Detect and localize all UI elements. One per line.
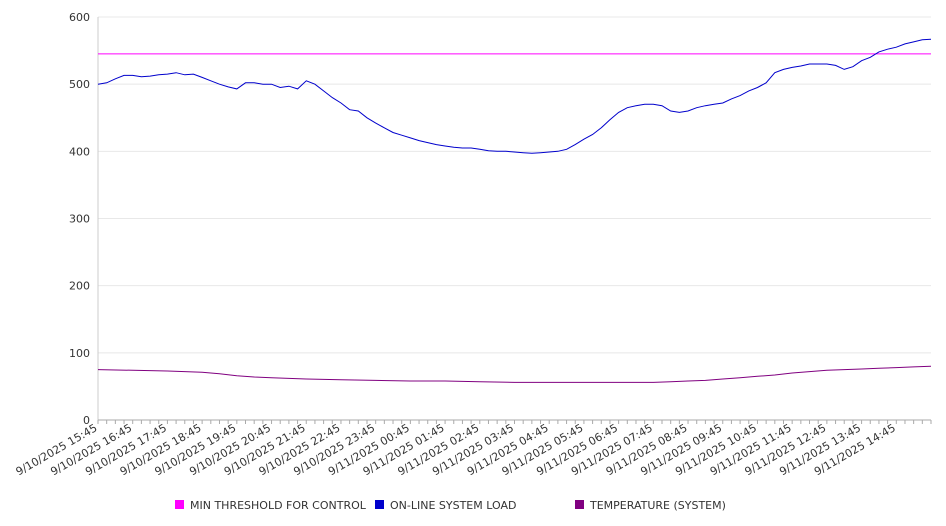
- y-tick-label: 200: [69, 280, 90, 293]
- series-line-2: [97, 38, 932, 154]
- series-layer: [97, 38, 932, 383]
- axis-layer: [97, 17, 932, 424]
- legend-label: MIN THRESHOLD FOR CONTROL: [190, 499, 367, 512]
- legend-swatch: [575, 500, 584, 509]
- legend-swatch: [175, 500, 184, 509]
- legend-swatch: [375, 500, 384, 509]
- y-tick-label: 400: [69, 145, 90, 158]
- y-tick-label: 300: [69, 213, 90, 226]
- legend: MIN THRESHOLD FOR CONTROL ON-LINE SYSTEM …: [175, 499, 726, 512]
- y-tick-label: 500: [69, 78, 90, 91]
- y-tick-label: 0: [83, 414, 90, 427]
- y-tick-label: 600: [69, 11, 90, 24]
- grid-layer: [98, 16, 931, 354]
- y-tick-label: 100: [69, 347, 90, 360]
- series-line-3: [97, 365, 932, 383]
- legend-label: TEMPERATURE (SYSTEM): [589, 499, 726, 512]
- legend-label: ON-LINE SYSTEM LOAD: [390, 499, 516, 512]
